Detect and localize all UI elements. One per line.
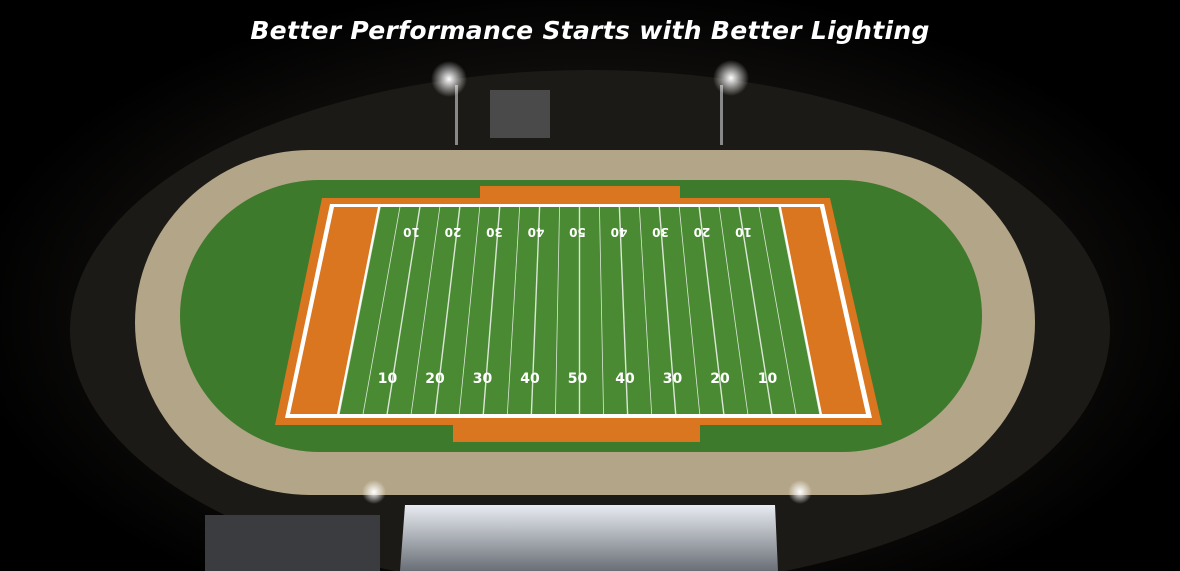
yard-line [618,206,629,415]
yard-line [678,206,701,415]
yard-line [434,206,461,415]
yard-number: 50 [569,225,586,239]
yard-line [698,206,725,415]
floodlight-near-left [362,480,386,504]
near-sideline-strip [453,420,700,442]
yard-number: 30 [486,225,503,239]
yard-line [386,206,421,415]
yard-number: 40 [528,225,545,239]
yard-number: 20 [710,371,730,387]
light-pole-right [720,85,723,145]
yard-line [482,206,501,415]
right-endzone [781,207,866,414]
yard-number: 40 [611,225,628,239]
yard-line [362,206,401,415]
yard-number: 20 [425,371,445,387]
home-stands [400,505,778,571]
yard-number: 30 [652,225,669,239]
yard-number: 20 [694,225,711,239]
near-yard-numbers: 10 20 30 40 50 40 30 20 10 [378,371,778,387]
yard-line [555,206,560,415]
far-bleachers [490,90,550,138]
light-pole-left [455,85,458,145]
yard-number: 50 [568,371,588,387]
yard-line [599,206,604,415]
yard-line [338,206,381,415]
yard-line [410,206,441,415]
floodlight-near-right [788,480,812,504]
yard-line [458,206,481,415]
yard-number: 30 [473,371,493,387]
far-yard-numbers: 10 20 30 40 50 40 30 20 10 [403,225,752,239]
yard-line [638,206,653,415]
yard-number: 10 [758,371,778,387]
floodlight-left [431,61,467,97]
side-stands [205,515,380,571]
yard-number: 20 [445,225,462,239]
left-endzone [290,207,378,414]
yard-line [738,206,773,415]
yard-line [758,206,797,415]
headline: Better Performance Starts with Better Li… [250,16,930,45]
yard-number: 30 [663,371,683,387]
yard-line [778,206,821,415]
yard-line [658,206,677,415]
yard-number: 10 [735,225,752,239]
yard-lines [338,206,821,415]
floodlight-right [713,60,749,96]
yard-number: 40 [520,371,540,387]
yard-line [530,206,541,415]
yard-line [718,206,749,415]
yard-line [506,206,521,415]
yard-number: 10 [403,225,420,239]
yard-number: 10 [378,371,398,387]
yard-number: 40 [615,371,635,387]
